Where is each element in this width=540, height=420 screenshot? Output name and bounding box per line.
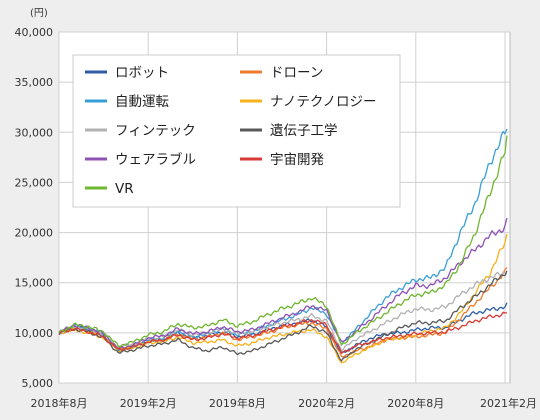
- legend-label: ナノテクノロジー: [270, 94, 377, 110]
- y-tick-label: 5,000: [22, 377, 54, 390]
- y-tick-label: 40,000: [15, 26, 54, 39]
- y-tick-label: 25,000: [15, 176, 54, 189]
- series-line-8: [58, 311, 507, 354]
- x-tick-label: 2019年2月: [120, 396, 177, 410]
- legend-label: 遺伝子工学: [270, 123, 338, 139]
- x-tick-label: 2019年8月: [209, 396, 266, 410]
- y-tick-label: 35,000: [15, 76, 54, 89]
- legend-label: ウェアラブル: [115, 151, 196, 168]
- legend-label: ロボット: [115, 65, 169, 81]
- legend-label: 自動運転: [115, 94, 169, 110]
- x-tick-label: 2021年2月: [480, 396, 537, 410]
- y-unit-label: (円): [30, 8, 48, 19]
- y-tick-label: 10,000: [15, 327, 54, 340]
- x-tick-label: 2018年8月: [31, 396, 88, 410]
- legend-label: 宇宙開発: [270, 152, 324, 168]
- x-tick-label: 2020年8月: [387, 396, 444, 410]
- x-axis: 2018年8月 2019年2月 2019年8月 2020年2月 2020年8月 2021年…: [31, 396, 538, 410]
- series-line-9: [58, 135, 508, 348]
- legend-box: [72, 54, 401, 208]
- legend-label: ドローン: [270, 65, 323, 81]
- series-layer: [58, 128, 508, 364]
- y-axis: 5,000 10,000 15,000 20,000 25,000 30,000 35,00…: [15, 26, 54, 390]
- y-tick-label: 30,000: [15, 126, 54, 139]
- series-line-4: [59, 233, 508, 364]
- y-tick-label: 15,000: [15, 277, 54, 290]
- series-line-7: [58, 217, 508, 350]
- x-tick-label: 2020年2月: [298, 396, 355, 410]
- series-line-6: [58, 270, 508, 362]
- y-tick-label: 20,000: [15, 227, 54, 240]
- legend-label: VR: [115, 181, 134, 197]
- legend-label: フィンテック: [115, 123, 196, 139]
